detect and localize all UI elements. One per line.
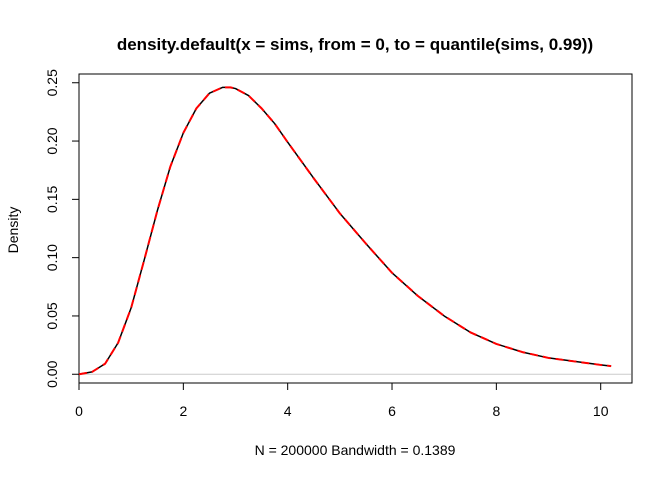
x-tick-label: 2 <box>179 403 187 419</box>
x-tick-label: 6 <box>388 403 396 419</box>
series-layer <box>78 86 612 376</box>
x-tick-label: 8 <box>492 403 500 419</box>
density-curve-red-dashed <box>78 86 612 376</box>
plot-box <box>78 73 633 384</box>
x-axis: 0 2 4 6 8 10 <box>75 382 609 419</box>
y-tick-label: 0.25 <box>44 69 60 96</box>
y-tick-label: 0.05 <box>44 302 60 329</box>
y-tick-label: 0.15 <box>44 186 60 213</box>
x-tick-label: 10 <box>593 403 609 419</box>
density-curve-black <box>78 86 612 375</box>
y-tick-label: 0.20 <box>44 127 60 154</box>
x-tick-label: 4 <box>284 403 292 419</box>
y-axis: 0.00 0.05 0.10 0.15 0.20 0.25 <box>44 69 80 388</box>
x-tick-label: 0 <box>75 403 83 419</box>
y-axis-label: Density <box>5 207 21 254</box>
x-axis-label: N = 200000 Bandwidth = 0.1389 <box>255 442 456 458</box>
y-tick-label: 0.10 <box>44 244 60 271</box>
y-tick-label: 0.00 <box>44 360 60 387</box>
chart-title: density.default(x = sims, from = 0, to =… <box>117 35 593 54</box>
